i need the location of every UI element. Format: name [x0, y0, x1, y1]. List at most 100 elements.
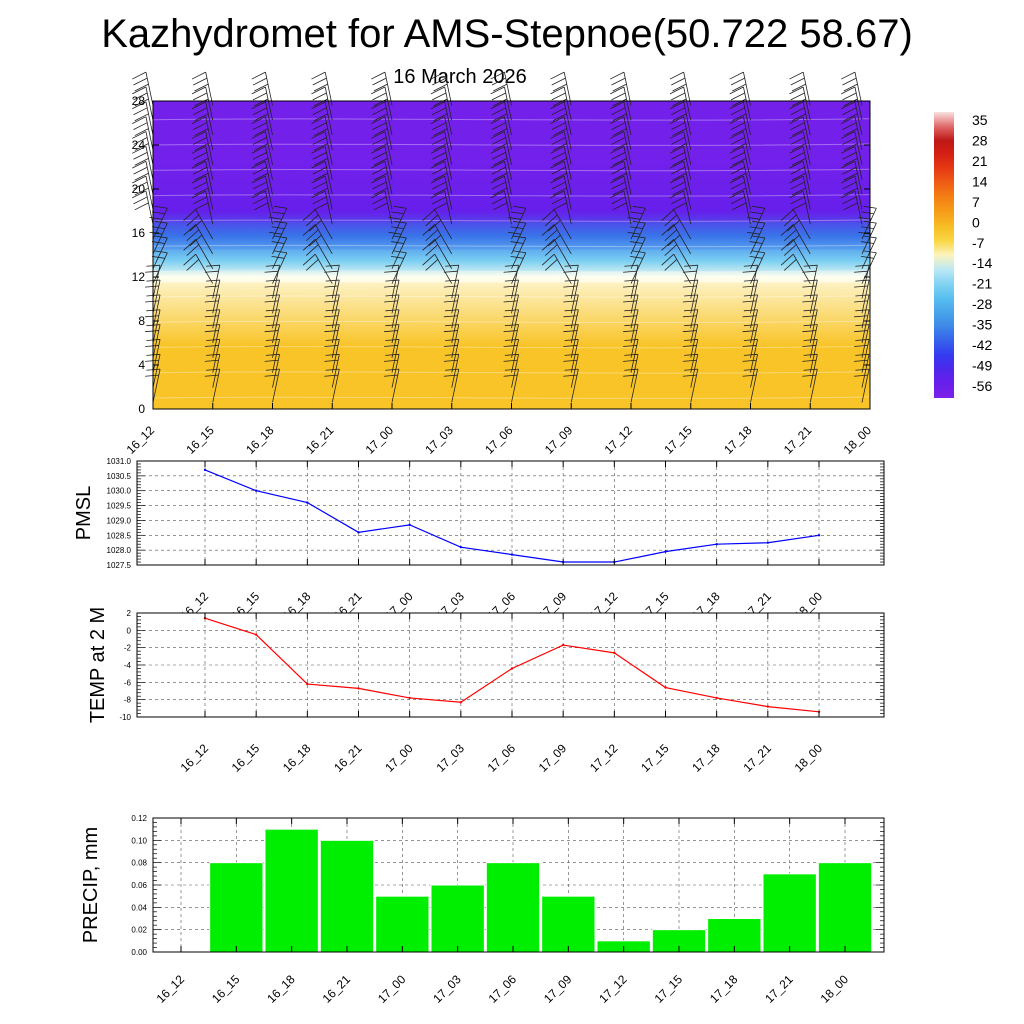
wind-barb	[854, 324, 870, 358]
precip-bar	[817, 862, 873, 953]
wind-barb-shaft	[673, 253, 692, 284]
wind-barb-flag	[133, 92, 148, 101]
wind-barb-flag	[672, 128, 687, 136]
wind-barb	[302, 239, 333, 269]
wind-barb-flag	[624, 264, 639, 267]
wind-barb-shaft	[690, 369, 699, 403]
wind-barb-shaft	[570, 339, 579, 373]
wind-barb-shaft	[802, 190, 811, 225]
wind-barb-flag	[684, 368, 698, 371]
wind-barb-flag	[729, 116, 744, 124]
wind-barb-flag	[432, 196, 447, 205]
wind-barb-flag	[264, 359, 279, 362]
wind-barb-shaft	[861, 369, 870, 403]
wind-barb-shaft	[324, 116, 333, 151]
wind-barb-flag	[372, 152, 387, 160]
wind-barb-shaft	[511, 279, 519, 314]
wind-barb-shaft	[563, 116, 572, 151]
wind-barb	[371, 131, 393, 165]
wind-barb-flag	[384, 315, 398, 318]
wind-barb-flag	[264, 300, 279, 303]
wind-barb-flag	[730, 92, 745, 101]
wind-barb	[661, 253, 692, 284]
precip-bar	[375, 895, 430, 953]
wind-barb-flag	[133, 166, 148, 175]
wind-barb-shaft	[391, 309, 400, 344]
wind-barb-flag	[550, 86, 565, 95]
wind-barb-shaft	[861, 354, 870, 388]
wind-barb-shaft	[272, 208, 288, 240]
wind-barb-shaft	[511, 222, 527, 255]
wind-barb-flag	[433, 158, 448, 166]
wind-barb-flag	[313, 158, 328, 166]
wind-barb-shaft	[792, 209, 811, 240]
wind-barb-flag	[802, 330, 817, 333]
wind-barb-flag	[682, 285, 697, 288]
wind-barb-shaft	[504, 146, 512, 180]
wind-barb-shaft	[553, 224, 572, 255]
wind-barb-flag	[191, 116, 206, 124]
wind-barb-flag	[491, 181, 506, 190]
wind-barb-shaft	[750, 222, 766, 255]
wind-barb-flag	[791, 202, 806, 211]
wind-barb-flag	[133, 137, 148, 145]
wind-barb-shaft	[623, 116, 632, 151]
wind-barb-shaft	[511, 208, 527, 240]
wind-barb-flag	[611, 92, 626, 101]
precip-bar	[541, 895, 596, 953]
wind-barb-shaft	[683, 72, 692, 106]
wind-barb-flag	[612, 172, 627, 181]
wind-barb-flag	[667, 234, 681, 247]
wind-barb	[780, 253, 811, 284]
wind-barb-shaft	[391, 324, 400, 358]
x-tick-label: 16_21	[303, 423, 337, 457]
data-point	[254, 633, 258, 636]
wind-barb-flag	[193, 152, 208, 160]
wind-barb-flag	[313, 98, 328, 107]
wind-barb-flag	[783, 214, 797, 227]
wind-barb-flag	[802, 359, 817, 362]
wind-barb-shaft	[265, 86, 273, 121]
wind-barb-flag	[623, 330, 637, 333]
wind-barb-shaft	[750, 208, 766, 240]
wind-barb-flag	[842, 166, 857, 175]
wind-barb-shaft	[630, 324, 639, 358]
wind-barb-flag	[305, 244, 319, 256]
wind-barb-shaft	[384, 131, 393, 165]
wind-barb-flag	[854, 300, 868, 303]
wind-barb-flag	[732, 128, 747, 136]
wind-barb-flag	[551, 122, 566, 130]
wind-barb-flag	[493, 128, 508, 136]
wind-barb-flag	[841, 190, 856, 199]
y-tick-label: 12	[132, 270, 146, 284]
wind-barb-flag	[789, 86, 804, 95]
wind-barb-flag	[624, 353, 639, 356]
wind-barb-flag	[610, 86, 625, 95]
y-tick-label: 1030.5	[107, 472, 132, 481]
wind-barb-flag	[730, 196, 745, 205]
wind-barb-shaft	[145, 72, 154, 106]
wind-barb-flag	[373, 113, 388, 122]
wind-barb-shaft	[331, 324, 340, 358]
wind-barb-flag	[550, 175, 565, 184]
wind-barb-flag	[490, 146, 505, 154]
wind-barb-flag	[729, 86, 744, 95]
wind-barb-shaft	[570, 294, 579, 329]
wind-barb-flag	[854, 345, 868, 347]
x-tick-label: 17_06	[486, 972, 520, 1006]
colorbar-label: -7	[972, 235, 985, 251]
wind-barb	[264, 368, 280, 403]
wind-barb-flag	[551, 166, 566, 175]
wind-barb-flag	[371, 146, 386, 154]
wind-barb-flag	[612, 113, 627, 122]
wind-barb	[550, 116, 572, 151]
wind-barb-shaft	[212, 294, 221, 329]
wind-barb-flag	[445, 309, 459, 312]
wind-barb	[503, 353, 519, 388]
wind-barb	[789, 71, 811, 106]
wind-barb-shaft	[205, 161, 214, 195]
wind-barb	[132, 71, 154, 106]
wind-barb	[789, 116, 811, 151]
wind-barb-flag	[791, 158, 806, 166]
wind-barb-shaft	[623, 190, 632, 225]
